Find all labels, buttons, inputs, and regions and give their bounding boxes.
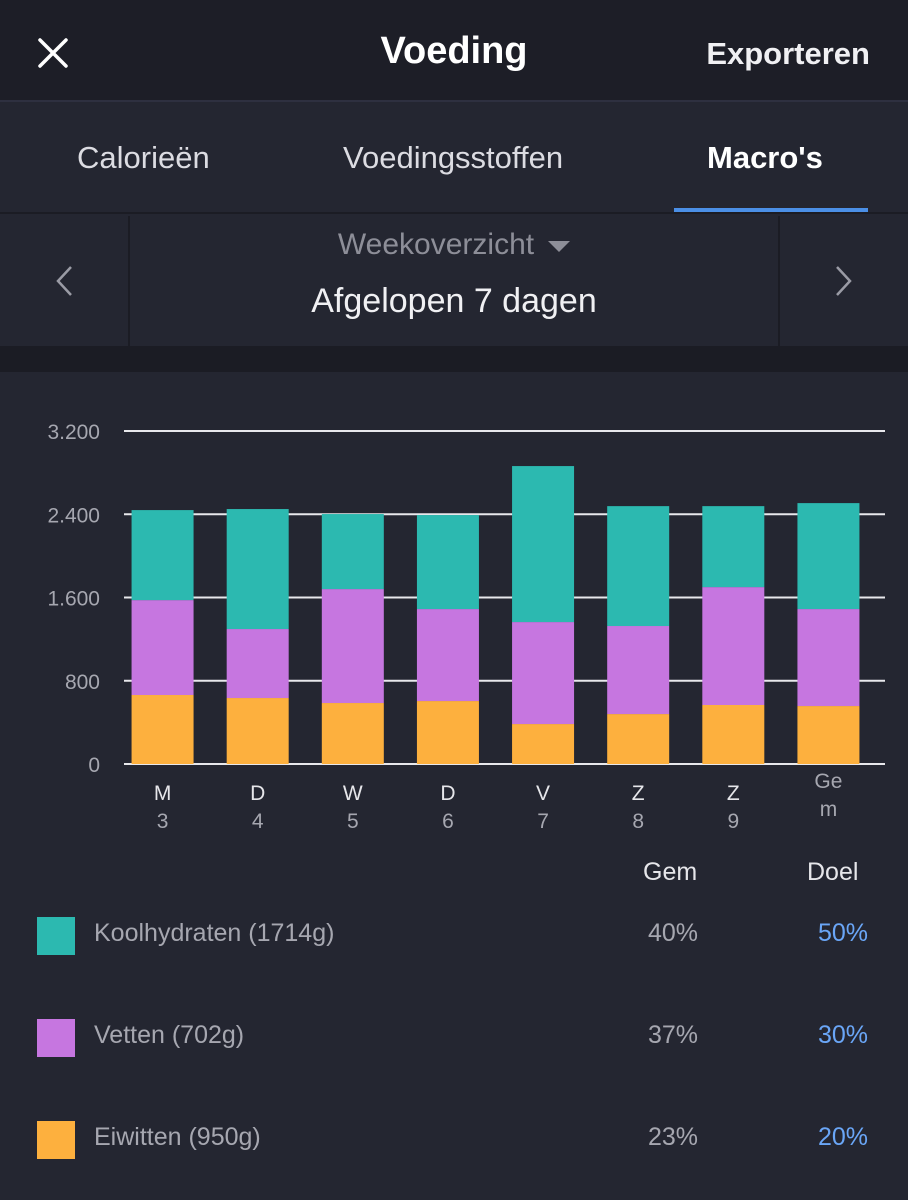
x-tick-label: Z <box>632 782 645 805</box>
bar-segment-koolhydraten <box>512 466 575 623</box>
y-tick-label: 3.200 <box>47 421 100 444</box>
protein-swatch <box>37 1121 75 1159</box>
bar-segment-koolhydraten <box>702 506 765 588</box>
x-tick-sublabel: 7 <box>537 810 549 833</box>
legend-goal[interactable]: 30% <box>817 1021 868 1049</box>
previous-period-button[interactable] <box>0 216 130 346</box>
goal-column-header: Doel <box>807 858 859 886</box>
period-selector[interactable]: Weekoverzicht <box>0 228 908 262</box>
legend-row-carbs: Koolhydraten (1714g) 40% 50% <box>0 917 908 977</box>
bar-segment-vetten <box>797 609 860 707</box>
x-tick-label: Ge <box>814 770 842 793</box>
x-tick-sublabel: 5 <box>347 810 359 833</box>
bar-segment-eiwitten <box>226 698 289 764</box>
avg-column-header: Gem <box>643 858 698 886</box>
x-tick-label: Z <box>727 782 740 805</box>
legend-avg: 23% <box>648 1123 699 1151</box>
y-tick-label: 800 <box>65 671 100 694</box>
tab-bar: Calorieën Voedingsstoffen Macro's <box>0 104 908 214</box>
macro-stacked-bar-chart: 0 800 1.600 2.400 3.200 M 3 D 4 W 5 D 6 V 7 Z 8 Z 9 Ge m <box>47 421 885 833</box>
legend-label: Eiwitten (950g) <box>94 1123 261 1151</box>
legend-goal[interactable]: 50% <box>817 919 868 947</box>
export-button[interactable]: Exporteren <box>706 36 870 71</box>
bar-segment-vetten <box>702 587 765 705</box>
close-button[interactable] <box>34 34 72 72</box>
divider <box>0 346 908 372</box>
tab-macros[interactable]: Macro's <box>707 140 823 175</box>
legend-label: Koolhydraten (1714g) <box>94 919 335 947</box>
carbs-swatch <box>37 917 75 955</box>
legend-row-fats: Vetten (702g) 37% 30% <box>0 1019 908 1079</box>
top-bar: Voeding Exporteren <box>0 0 908 102</box>
bar-segment-koolhydraten <box>797 503 860 610</box>
bar-segment-eiwitten <box>416 701 479 764</box>
close-icon <box>38 38 68 68</box>
y-tick-label: 2.400 <box>47 504 100 527</box>
legend-goal[interactable]: 20% <box>817 1123 868 1151</box>
fats-swatch <box>37 1019 75 1057</box>
active-tab-indicator <box>674 208 868 212</box>
bar-segment-koolhydraten <box>131 510 194 601</box>
legend-avg: 40% <box>648 919 699 947</box>
x-tick-sublabel: 9 <box>727 810 739 833</box>
bar-segment-koolhydraten <box>226 509 289 630</box>
date-navigator: Weekoverzicht Afgelopen 7 dagen <box>0 216 908 346</box>
period-selector-label: Weekoverzicht <box>337 228 535 261</box>
y-tick-label: 1.600 <box>47 588 100 611</box>
caret-down-icon <box>548 240 571 252</box>
x-tick-sublabel: 8 <box>632 810 644 833</box>
chevron-right-icon <box>836 266 852 296</box>
bar-segment-eiwitten <box>607 714 670 764</box>
x-tick-sublabel: 3 <box>157 810 169 833</box>
bar-segment-eiwitten <box>702 704 765 764</box>
next-period-button[interactable] <box>778 216 908 346</box>
page-title: Voeding <box>380 30 528 72</box>
bar-segment-vetten <box>512 622 575 725</box>
x-tick-label: D <box>440 782 455 805</box>
bar-segment-koolhydraten <box>607 506 670 627</box>
bar-segment-eiwitten <box>321 703 384 764</box>
legend-label: Vetten (702g) <box>94 1021 245 1049</box>
legend-row-protein: Eiwitten (950g) 23% 20% <box>0 1121 908 1181</box>
bar-segment-vetten <box>607 626 670 715</box>
x-tick-label: M <box>154 782 172 805</box>
x-tick-label: D <box>250 782 265 805</box>
bar-segment-koolhydraten <box>416 515 479 610</box>
x-tick-sublabel: 6 <box>442 810 454 833</box>
x-tick-label: V <box>536 782 550 805</box>
bar-segment-vetten <box>321 589 384 704</box>
chevron-left-icon <box>56 266 72 296</box>
bar-segment-vetten <box>226 629 289 699</box>
tab-calories[interactable]: Calorieën <box>77 140 210 175</box>
y-tick-label: 0 <box>88 754 100 777</box>
legend-avg: 37% <box>648 1021 699 1049</box>
bar-segment-koolhydraten <box>321 514 384 590</box>
x-tick-sublabel: 4 <box>252 810 264 833</box>
tab-nutrients[interactable]: Voedingsstoffen <box>343 140 564 175</box>
bar-segment-eiwitten <box>797 706 860 764</box>
date-range: Afgelopen 7 dagen <box>311 282 597 320</box>
bar-segment-vetten <box>131 600 194 696</box>
x-tick-label: W <box>343 782 363 805</box>
x-tick-sublabel: m <box>820 798 838 821</box>
bar-segment-vetten <box>416 609 479 702</box>
bar-segment-eiwitten <box>512 724 575 764</box>
bar-segment-eiwitten <box>131 695 194 764</box>
